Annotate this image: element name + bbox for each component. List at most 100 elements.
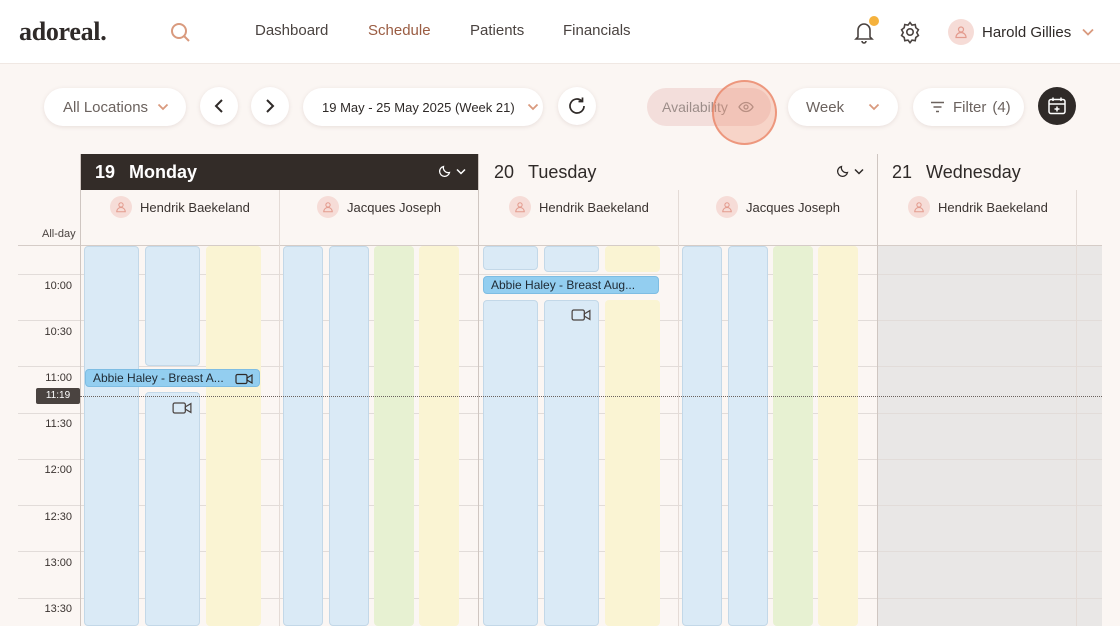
unavailable-area <box>878 246 1102 626</box>
availability-block[interactable] <box>374 246 414 626</box>
app-logo[interactable]: adoreal. <box>19 17 107 46</box>
nav-dashboard[interactable]: Dashboard <box>255 22 329 39</box>
add-appointment-button[interactable] <box>1038 87 1076 125</box>
day-header-monday[interactable]: 19 Monday <box>81 154 478 190</box>
search-icon[interactable] <box>168 20 192 44</box>
refresh-button[interactable] <box>558 87 596 125</box>
date-range-label: 19 May - 25 May 2025 (Week 21) <box>322 99 515 115</box>
provider-header[interactable]: Jacques Joseph <box>317 196 441 218</box>
previous-week-button[interactable] <box>200 87 238 125</box>
availability-block[interactable] <box>773 246 813 626</box>
grid-divider <box>478 154 479 626</box>
time-label: 11:30 <box>45 418 72 430</box>
provider-header[interactable]: Hendrik Baekeland <box>908 196 1048 218</box>
nav-patients[interactable]: Patients <box>470 22 525 39</box>
availability-block[interactable] <box>605 300 660 626</box>
grid-divider <box>80 154 81 626</box>
availability-block[interactable] <box>145 246 200 366</box>
availability-block[interactable] <box>206 246 261 626</box>
day-name: Monday <box>129 161 198 182</box>
availability-block[interactable] <box>728 246 768 626</box>
video-camera-icon <box>172 402 192 414</box>
grid-divider <box>279 190 280 626</box>
chevron-down-icon <box>1082 28 1094 36</box>
availability-block[interactable] <box>329 246 369 626</box>
day-number: 21 <box>892 161 913 182</box>
event-title: Abbie Haley - Breast A... <box>93 371 224 385</box>
availability-block[interactable] <box>605 246 660 272</box>
filter-button[interactable]: Filter (4) <box>913 88 1024 126</box>
time-label: 12:30 <box>44 511 72 523</box>
day-number: 20 <box>494 161 515 182</box>
user-menu[interactable]: Harold Gillies <box>948 19 1095 45</box>
provider-avatar-icon <box>110 196 132 218</box>
availability-block[interactable] <box>544 300 599 626</box>
time-label: 10:30 <box>44 326 72 338</box>
filter-count: (4) <box>992 98 1011 116</box>
all-day-label: All-day <box>42 228 76 240</box>
availability-block[interactable] <box>483 246 538 270</box>
availability-block[interactable] <box>544 246 599 272</box>
time-label: 12:00 <box>44 464 72 476</box>
day-header-wednesday[interactable]: 21 Wednesday <box>878 154 1102 190</box>
calendar-add-icon <box>1048 97 1066 115</box>
nav-schedule[interactable]: Schedule <box>368 22 431 39</box>
event-title: Abbie Haley - Breast Aug... <box>491 278 636 292</box>
chevron-down-icon[interactable] <box>456 168 466 175</box>
date-range-select[interactable]: 19 May - 25 May 2025 (Week 21) <box>303 88 543 126</box>
current-time-badge: 11:19 <box>36 388 80 404</box>
grid-divider <box>678 190 679 626</box>
click-indicator <box>712 80 777 145</box>
provider-name: Jacques Joseph <box>347 199 441 215</box>
provider-name: Hendrik Baekeland <box>539 199 649 215</box>
chevron-right-icon <box>266 99 275 113</box>
location-select-label: All Locations <box>63 98 149 116</box>
location-select[interactable]: All Locations <box>44 88 186 126</box>
day-number: 19 <box>95 161 116 182</box>
provider-header[interactable]: Jacques Joseph <box>716 196 840 218</box>
next-week-button[interactable] <box>251 87 289 125</box>
appointment-event[interactable]: Abbie Haley - Breast A... <box>85 369 260 387</box>
video-camera-icon <box>235 373 253 385</box>
availability-label: Availability <box>662 99 728 115</box>
grid-divider <box>1076 190 1077 626</box>
nav-financials[interactable]: Financials <box>563 22 631 39</box>
chevron-down-icon[interactable] <box>854 168 864 175</box>
availability-block[interactable] <box>682 246 722 626</box>
provider-header[interactable]: Hendrik Baekeland <box>509 196 649 218</box>
time-label: 13:00 <box>44 557 72 569</box>
provider-avatar-icon <box>317 196 339 218</box>
view-select[interactable]: Week <box>788 88 898 126</box>
filter-icon <box>931 101 944 113</box>
appointment-event[interactable]: Abbie Haley - Breast Aug... <box>483 276 659 294</box>
provider-avatar-icon <box>509 196 531 218</box>
availability-block[interactable] <box>483 300 538 626</box>
provider-name: Jacques Joseph <box>746 199 840 215</box>
provider-avatar-icon <box>908 196 930 218</box>
provider-avatar-icon <box>716 196 738 218</box>
chevron-down-icon <box>157 103 169 111</box>
provider-name: Hendrik Baekeland <box>938 199 1048 215</box>
day-name: Wednesday <box>926 161 1021 182</box>
moon-icon[interactable] <box>836 164 850 178</box>
video-camera-icon <box>571 309 591 321</box>
view-select-label: Week <box>806 98 845 116</box>
availability-block[interactable] <box>84 246 139 626</box>
grid-divider <box>877 154 878 626</box>
availability-block[interactable] <box>818 246 858 626</box>
availability-block[interactable] <box>145 392 200 626</box>
day-name: Tuesday <box>528 161 597 182</box>
gear-icon[interactable] <box>898 20 922 44</box>
bell-icon[interactable] <box>852 19 876 45</box>
refresh-icon <box>569 97 585 114</box>
availability-block[interactable] <box>419 246 459 626</box>
day-header-tuesday[interactable]: 20 Tuesday <box>480 154 876 190</box>
user-name: Harold Gillies <box>982 23 1072 41</box>
provider-header[interactable]: Hendrik Baekeland <box>110 196 250 218</box>
time-label: 13:30 <box>44 603 72 615</box>
moon-icon[interactable] <box>438 164 452 178</box>
grid-line <box>18 274 1102 275</box>
grid-line <box>18 245 1102 246</box>
availability-block[interactable] <box>283 246 323 626</box>
chevron-down-icon <box>527 103 538 111</box>
